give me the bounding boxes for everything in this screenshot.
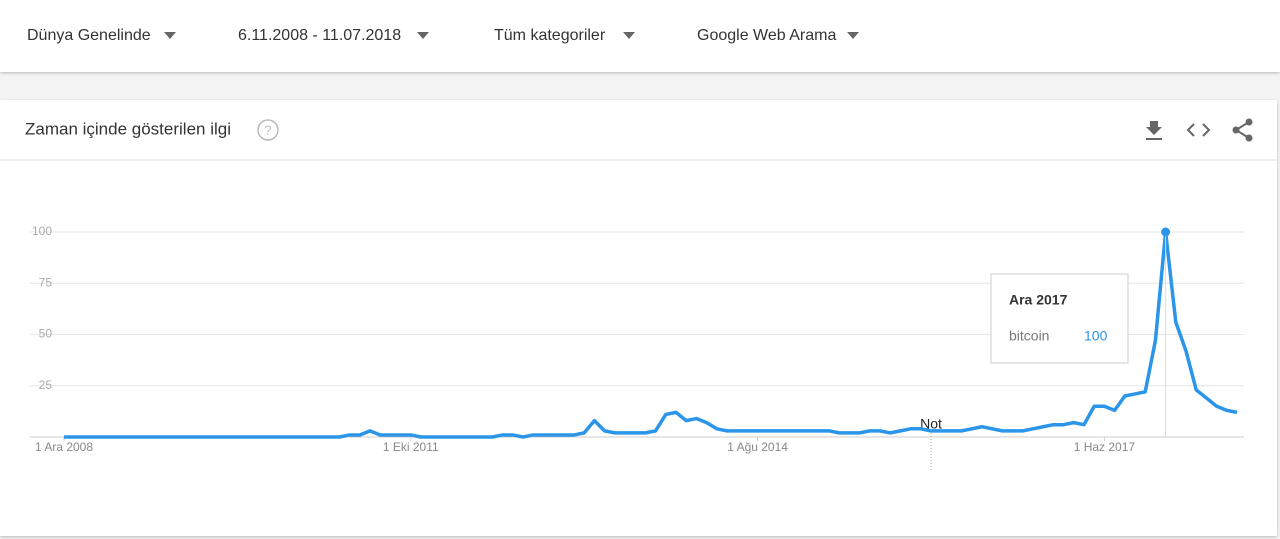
plot: 25 50 75 100 1 Ara 2008 1 Eki 2011 1 Ağu 2014 1… bbox=[30, 224, 1244, 470]
embed-icon[interactable] bbox=[1186, 123, 1211, 137]
header-bar bbox=[0, 0, 1280, 72]
help-icon[interactable] bbox=[257, 119, 279, 141]
tooltip-value: 100 bbox=[1084, 328, 1108, 344]
x-tick-label: 1 Haz 2017 bbox=[1074, 440, 1136, 454]
share-icon[interactable] bbox=[1232, 118, 1253, 142]
x-tick-label: 1 Ağu 2014 bbox=[727, 440, 788, 454]
y-tick-label: 75 bbox=[39, 275, 53, 289]
note-label: Not bbox=[920, 416, 942, 432]
x-tick-label: 1 Ara 2008 bbox=[35, 440, 93, 454]
dropdown-arrow[interactable] bbox=[417, 32, 429, 39]
y-tick-label: 100 bbox=[32, 224, 52, 238]
hover-point bbox=[1161, 227, 1171, 237]
x-tick-label: 1 Eki 2011 bbox=[383, 440, 439, 454]
filter-region[interactable]: Dünya Genelinde bbox=[27, 27, 151, 44]
download-icon[interactable] bbox=[1146, 121, 1162, 140]
trend-line bbox=[64, 230, 1238, 439]
filter-date[interactable]: 6.11.2008 - 11.07.2018 bbox=[238, 27, 401, 44]
tooltip-series: bitcoin bbox=[1009, 328, 1049, 344]
filter-search[interactable]: Google Web Arama bbox=[697, 27, 836, 44]
help-icon-glyph: ? bbox=[264, 122, 271, 137]
y-tick-label: 50 bbox=[39, 327, 53, 341]
y-tick-label: 25 bbox=[39, 378, 53, 392]
dropdown-arrow[interactable] bbox=[164, 32, 176, 39]
filter-category[interactable]: Tüm kategoriler bbox=[494, 27, 606, 44]
card-title: Zaman içinde gösterilen ilgi bbox=[25, 119, 231, 138]
dropdown-arrow[interactable] bbox=[847, 32, 859, 39]
tooltip bbox=[990, 273, 1129, 364]
dropdown-arrow[interactable] bbox=[623, 32, 635, 39]
tooltip-title: Ara 2017 bbox=[1009, 292, 1068, 308]
